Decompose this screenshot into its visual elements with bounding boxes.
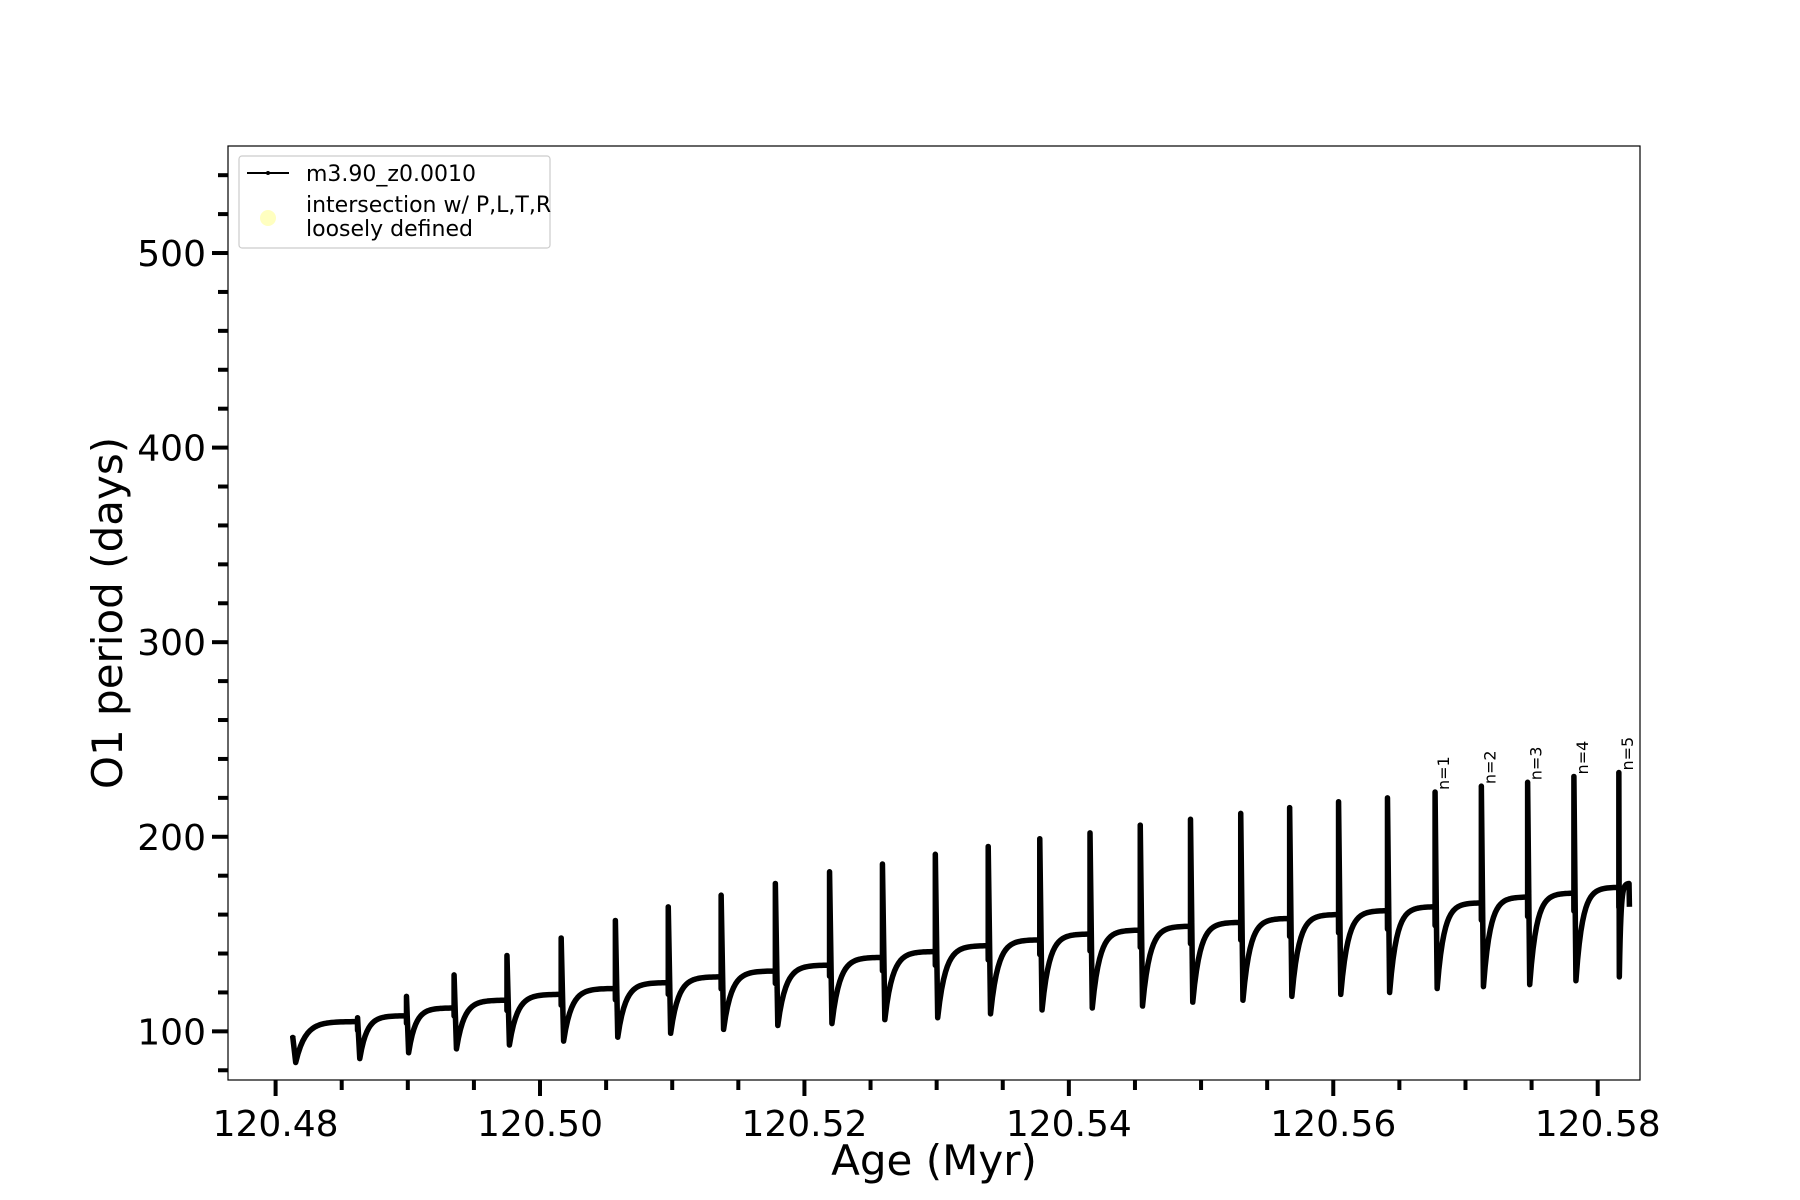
spike-point xyxy=(1478,783,1484,789)
y-tick-label: 300 xyxy=(137,623,206,664)
spike-point xyxy=(1037,836,1043,842)
legend-entry-intersection: intersection w/ P,L,T,R loosely defined xyxy=(306,193,551,242)
spike-point xyxy=(1525,779,1531,785)
spike-point xyxy=(451,972,457,978)
spike-point xyxy=(985,844,991,849)
spike-point xyxy=(612,917,618,923)
x-axis-label: Age (Myr) xyxy=(831,1136,1037,1185)
spike-point xyxy=(879,861,885,867)
y-tick-label: 500 xyxy=(137,234,206,275)
spike-point xyxy=(718,892,724,898)
spike-point xyxy=(1287,805,1293,811)
spike-point xyxy=(504,952,510,958)
cycle-annotation: n=4 xyxy=(1573,741,1592,775)
y-axis: 100 200 300 400 500 xyxy=(137,173,228,1073)
legend: m3.90_z0.0010 intersection w/ P,L,T,R loo… xyxy=(238,155,551,249)
spike-point xyxy=(1137,822,1143,828)
cycle-annotation: n=1 xyxy=(1434,756,1453,790)
x-tick-label: 120.50 xyxy=(477,1104,603,1145)
spike-point xyxy=(665,904,671,910)
legend-entry-series: m3.90_z0.0010 xyxy=(306,162,476,187)
spike-point xyxy=(1336,799,1342,805)
spike-point xyxy=(558,935,564,941)
spike-point xyxy=(1432,789,1438,795)
legend-dot-swatch xyxy=(260,210,276,226)
series-points xyxy=(291,772,1631,1063)
x-tick-label: 120.48 xyxy=(213,1104,339,1145)
x-axis: 120.48 120.50 120.52 120.54 120.56 120.58 xyxy=(213,1080,1661,1145)
spike-point xyxy=(1238,810,1244,816)
spike-point xyxy=(290,1034,296,1040)
spike-point xyxy=(1384,795,1390,801)
spike-point xyxy=(1571,773,1577,779)
spike-point xyxy=(355,1015,361,1021)
x-tick-label: 120.54 xyxy=(1006,1104,1132,1145)
x-tick-label: 120.58 xyxy=(1535,1104,1661,1145)
annotation-layer: n=1 n=2 n=3 n=4 n=5 xyxy=(1434,737,1637,790)
x-tick-label: 120.52 xyxy=(741,1104,867,1145)
cycle-annotation: n=2 xyxy=(1480,750,1499,784)
spike-point xyxy=(932,851,938,857)
spike-point xyxy=(1087,830,1093,836)
y-tick-label: 400 xyxy=(137,429,206,470)
spike-point xyxy=(772,880,778,886)
cycle-annotation: n=5 xyxy=(1618,737,1637,771)
y-tick-label: 100 xyxy=(137,1012,206,1053)
series-layer xyxy=(290,769,1633,1066)
spike-point xyxy=(827,869,833,875)
y-axis-label: O1 period (days) xyxy=(83,437,132,789)
spike-point xyxy=(1187,816,1193,822)
legend-box xyxy=(238,155,551,249)
spike-point xyxy=(1616,770,1622,776)
cycle-annotation: n=3 xyxy=(1527,747,1546,781)
legend-line-marker xyxy=(266,171,270,175)
x-tick-label: 120.56 xyxy=(1270,1104,1396,1145)
spike-point xyxy=(403,993,409,999)
y-tick-label: 200 xyxy=(137,818,206,859)
